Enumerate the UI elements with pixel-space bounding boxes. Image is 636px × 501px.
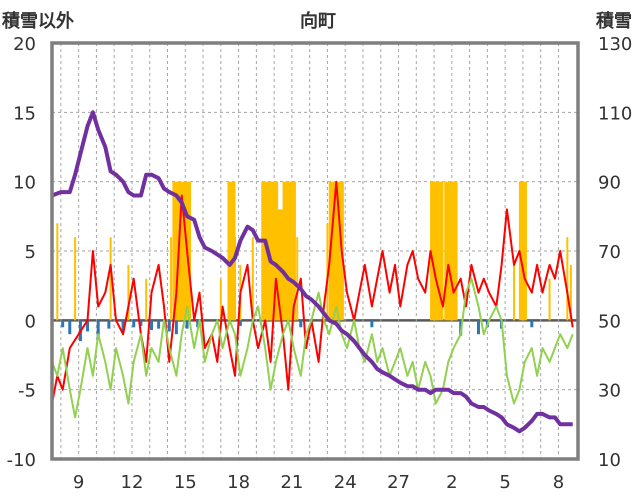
snowfall-bar	[518, 181, 527, 321]
snowfall-bar	[513, 264, 516, 321]
negative_bar-bar	[96, 320, 100, 337]
negative_bar-bar	[132, 320, 136, 328]
plot-frame	[50, 41, 580, 461]
snowfall-bar	[145, 278, 148, 321]
bar-layer	[56, 181, 572, 342]
negative_bar-bar	[530, 320, 534, 328]
snowfall-bar	[270, 181, 279, 321]
x-tick-label: 5	[499, 472, 510, 493]
x-tick-label: 24	[334, 472, 357, 493]
x-tick-label: 9	[73, 472, 84, 493]
snowfall-bar	[449, 181, 458, 321]
right-tick-label: 30	[598, 381, 621, 402]
x-tick-label: 12	[121, 472, 144, 493]
snowfall-bar	[219, 278, 222, 321]
left-tick-label: 10	[13, 173, 36, 194]
negative_bar-bar	[370, 320, 374, 328]
left-tick-label: 5	[25, 242, 36, 263]
snowfall-bar	[177, 181, 186, 321]
frame-layer	[50, 41, 580, 461]
snowfall-bar	[328, 181, 337, 321]
snowfall-bar	[566, 237, 569, 321]
negative_bar-bar	[121, 320, 125, 333]
negative_bar-bar	[86, 320, 90, 332]
right-tick-label: 110	[598, 103, 632, 124]
right-tick-label: 90	[598, 173, 621, 194]
snowfall-bar	[170, 237, 173, 321]
right-tick-label: 130	[598, 34, 632, 55]
snowfall-bar	[335, 181, 344, 321]
snowfall-bar	[287, 181, 296, 321]
line-layer	[51, 110, 574, 434]
snowfall-bar	[569, 264, 572, 321]
negative_bar-bar	[196, 320, 200, 328]
right-tick-label: 70	[598, 242, 621, 263]
left-tick-label: 20	[13, 34, 36, 55]
snowfall-bar	[56, 223, 59, 321]
snowfall-bar	[251, 237, 254, 321]
snowfall-bar	[234, 237, 237, 321]
negative_bar-bar	[299, 320, 303, 328]
right-tick-label: 10	[598, 450, 621, 471]
left-tick-label: 0	[25, 311, 36, 332]
x-tick-label: 21	[280, 472, 303, 493]
negative_bar-bar	[68, 320, 72, 335]
negative_bar-bar	[157, 320, 161, 329]
temp_max-line	[51, 180, 574, 404]
negative_bar-bar	[167, 320, 171, 332]
snowfall-bar	[435, 181, 444, 321]
snowfall-bar	[444, 181, 453, 321]
snowfall-bar	[127, 264, 130, 321]
snowfall-bar	[74, 237, 77, 321]
x-tick-label: 18	[227, 472, 250, 493]
right-tick-label: 50	[598, 311, 621, 332]
snowfall-bar	[109, 237, 112, 321]
snowfall-bar	[172, 181, 181, 321]
snowfall-bar	[430, 181, 439, 321]
x-tick-label: 2	[446, 472, 457, 493]
left-tick-label: -10	[7, 450, 36, 471]
chart-title: 向町	[300, 10, 336, 32]
x-tick-label: 8	[553, 472, 564, 493]
negative_bar-bar	[174, 320, 178, 335]
snowfall-bar	[548, 278, 551, 321]
negative_bar-bar	[238, 320, 242, 326]
snow_depth-line	[51, 110, 573, 434]
snowfall-bar	[282, 181, 291, 321]
x-tick-label: 15	[174, 472, 197, 493]
negative_bar-bar	[185, 320, 189, 329]
left-tick-label: -5	[18, 381, 36, 402]
grid-layer	[52, 43, 578, 459]
snowfall-bar	[227, 181, 236, 321]
label-layer: 向町 積雪以外 積雪 20151050-5-101301109070503010…	[1, 10, 632, 493]
negative_bar-bar	[107, 320, 111, 329]
negative_bar-bar	[139, 320, 143, 326]
temp_min-line	[51, 277, 574, 419]
left-tick-label: 15	[13, 103, 36, 124]
snowfall-bar	[296, 237, 299, 321]
right-axis-label: 積雪	[595, 10, 632, 32]
negative_bar-bar	[476, 320, 480, 335]
negative_bar-bar	[61, 320, 65, 328]
x-tick-label: 27	[387, 472, 410, 493]
snowfall-bar	[275, 209, 284, 321]
left-axis-label: 積雪以外	[1, 10, 74, 32]
negative_bar-bar	[150, 320, 154, 331]
